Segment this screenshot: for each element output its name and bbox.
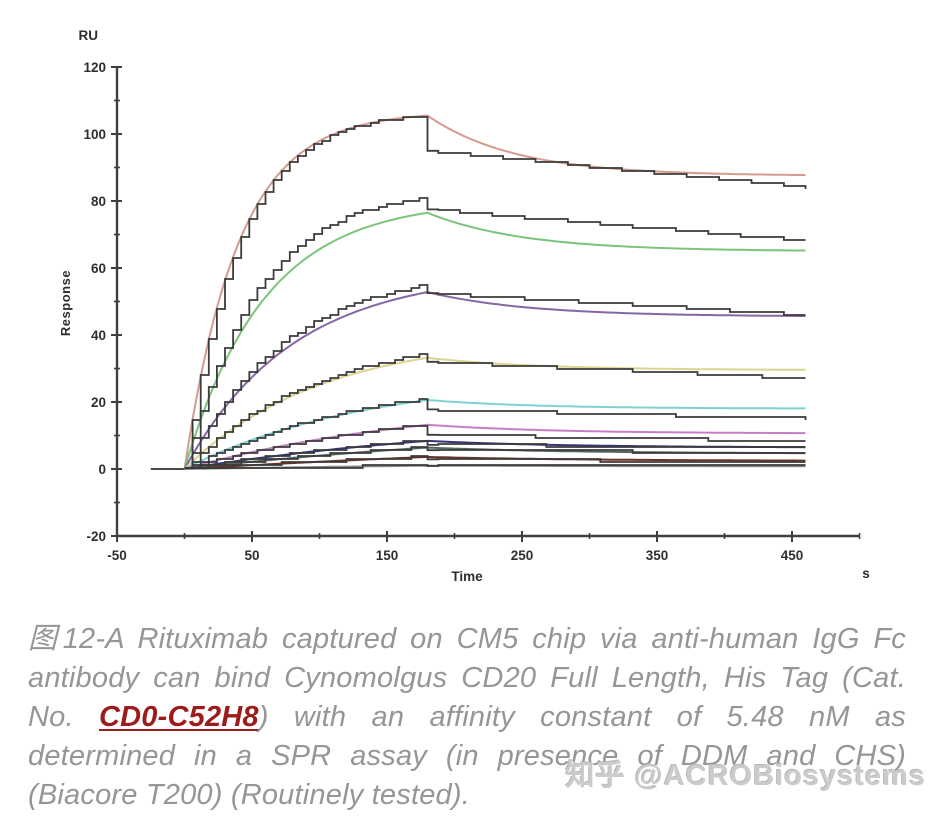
curve-5-cyan (184, 399, 806, 470)
caption-text: antibody can bind Cynomolgus CD20 Full L… (28, 662, 906, 694)
curve-5-cyan-fit (184, 398, 807, 469)
x-tick-label: -50 (107, 548, 127, 563)
catalog-number-link[interactable]: CD0-C52H8 (99, 701, 259, 733)
curve-3-purple-fit (184, 284, 806, 469)
x-tick-label: 450 (781, 548, 804, 563)
curve-1-salmon (183, 114, 806, 470)
caption-line-2: antibody can bind Cynomolgus CD20 Full L… (28, 659, 906, 698)
x-tick-label: 250 (511, 548, 534, 563)
y-tick-label: -20 (86, 529, 106, 544)
y-tick-label: 80 (91, 194, 106, 209)
caption-text: 图12-A Rituximab captured on CM5 chip via… (28, 623, 906, 655)
x-axis-unit-label: s (862, 566, 870, 581)
curve-8-slate-fit (184, 446, 806, 469)
x-tick-label: 350 (646, 548, 669, 563)
sensorgram-figure: -20 0 20 40 60 80 100 120 -50 50 150 250 350 450 RU Res… (58, 28, 870, 584)
y-tick-label: 100 (83, 127, 106, 142)
caption-line-3: No. CD0-C52H8) with an affinity constant… (28, 698, 906, 737)
x-tick-label: 50 (244, 548, 259, 563)
y-tick-label: 0 (98, 462, 106, 477)
curve-1-salmon-fit (184, 116, 807, 469)
curve-4-khaki-fit (184, 353, 806, 469)
caption-line-5: (Biacore T200) (Routinely tested). (28, 776, 906, 815)
curve-9-maroon (184, 455, 806, 470)
y-tick-label: 120 (83, 60, 106, 75)
caption-line-1: 图12-A Rituximab captured on CM5 chip via… (28, 620, 906, 659)
curve-3-purple (183, 291, 806, 470)
curve-2-green-fit (184, 197, 806, 469)
curve-2-green (183, 211, 806, 470)
caption-text: No. (28, 701, 99, 733)
y-tick-label: 60 (91, 261, 106, 276)
sensorgram-chart: -20 0 20 40 60 80 100 120 -50 50 150 250 350 450 RU Res… (58, 28, 870, 584)
caption-line-4: determined in a SPR assay (in presence o… (28, 737, 906, 776)
y-axis-title: Response (58, 270, 73, 336)
y-tick-label: 20 (91, 395, 106, 410)
figure-caption: 图12-A Rituximab captured on CM5 chip via… (0, 620, 932, 815)
curve-6-orchid (184, 423, 806, 470)
caption-text: (Biacore T200) (Routinely tested). (28, 779, 470, 811)
x-tick-label: 150 (376, 548, 399, 563)
curve-9-maroon-fit (184, 455, 806, 469)
watermark: 知乎 @ACROBiosystems (565, 760, 926, 792)
y-axis-unit-label: RU (79, 28, 99, 43)
caption-text: ) with an affinity constant of 5.48 nM a… (258, 701, 906, 733)
caption-text: determined in a SPR assay (in presence o… (28, 740, 906, 772)
curve-7-navy-fit (184, 440, 806, 469)
y-tick-label: 40 (91, 328, 106, 343)
curve-10-control-fit (184, 464, 806, 469)
x-axis-title: Time (451, 569, 483, 584)
curve-6-orchid-fit (184, 425, 806, 469)
